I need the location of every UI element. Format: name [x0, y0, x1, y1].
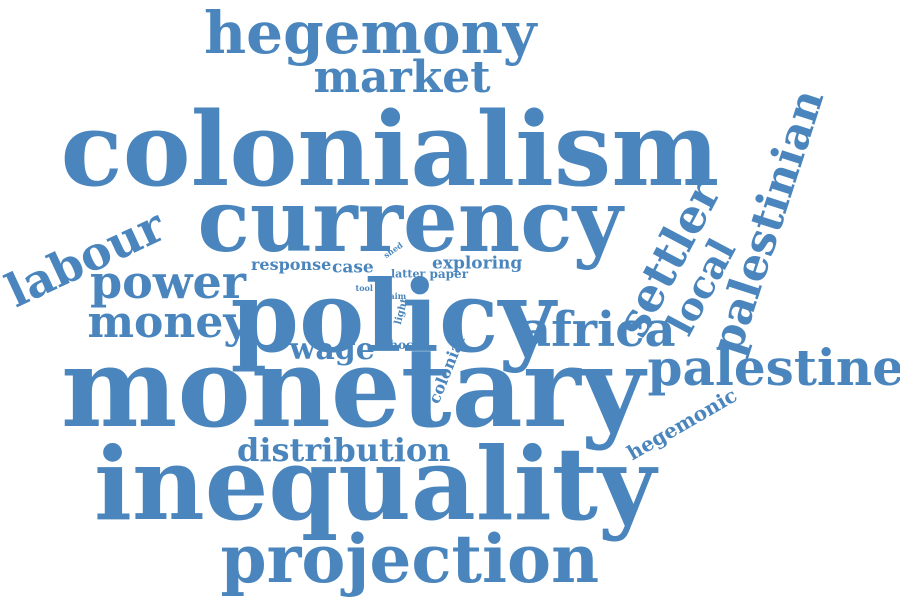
word-wage: wage [289, 332, 375, 367]
word-monetary: monetary [61, 323, 645, 452]
word-palestinian: palestinian [700, 83, 835, 361]
word-market: market [313, 52, 491, 103]
word-africa: africa [520, 302, 676, 358]
word-distribution: distribution [237, 431, 451, 469]
word-money: money [87, 297, 249, 348]
word-policy: policy [230, 260, 556, 375]
word-hegemony: hegemony [204, 0, 537, 67]
word-shock: shock [382, 338, 422, 352]
word-tool: tool [355, 283, 373, 293]
word-inequality: inequality [94, 425, 657, 543]
word-palestine: palestine [647, 338, 900, 397]
word-case: case [332, 257, 374, 278]
word-projection: projection [220, 520, 600, 598]
word-aim: aim [389, 291, 407, 301]
word-power: power [90, 255, 246, 309]
word-response: response [251, 255, 332, 274]
word-latter: latter [391, 267, 426, 281]
word-exploring: exploring [432, 253, 523, 274]
word-currency: currency [197, 171, 623, 272]
word-paper: paper [429, 267, 469, 281]
word-colonialism: colonialism [60, 90, 720, 210]
